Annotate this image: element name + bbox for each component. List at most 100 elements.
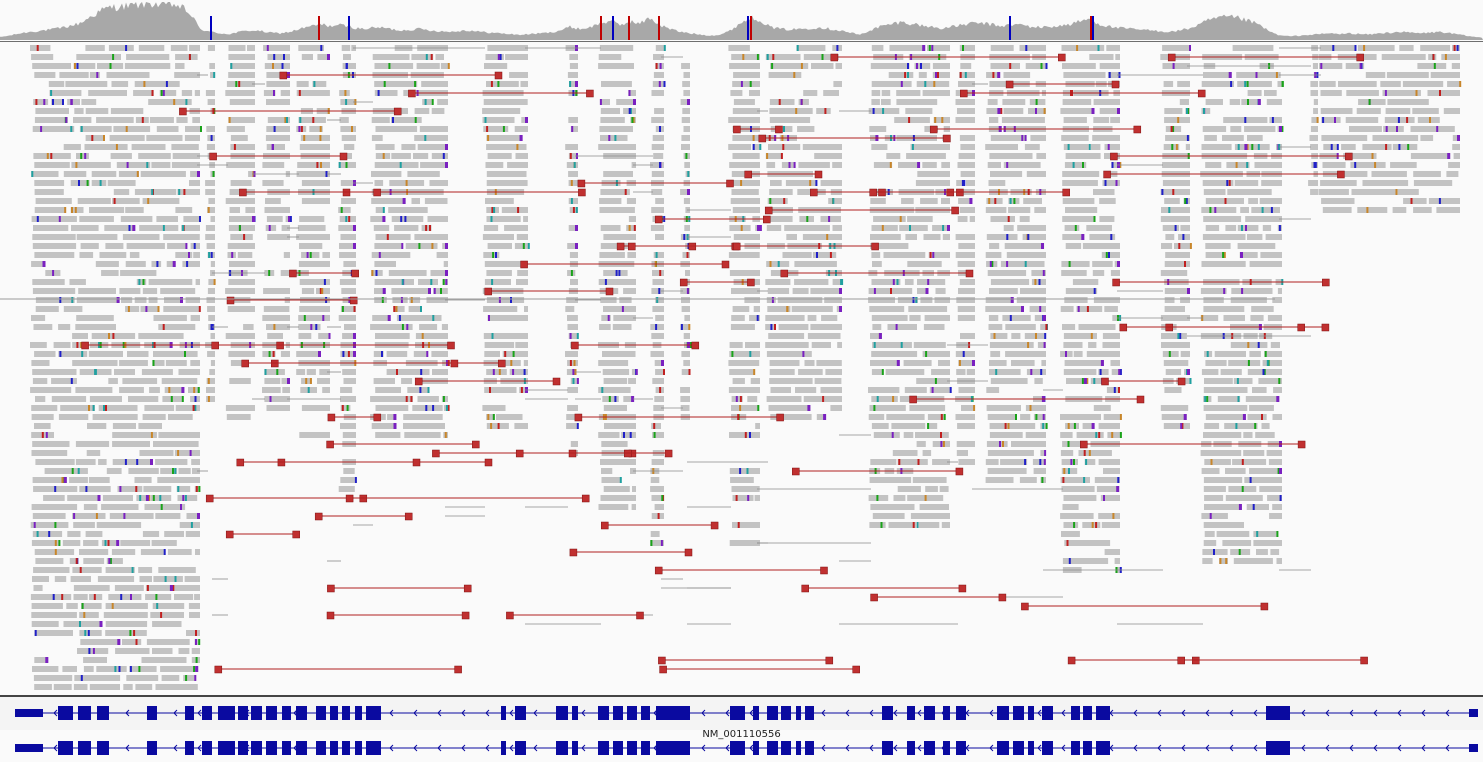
- aligned-read: [194, 639, 200, 645]
- aligned-read: [207, 207, 215, 213]
- mismatch-base: [1244, 81, 1247, 87]
- insertion-marker: [917, 162, 921, 168]
- alignment-panel[interactable]: [0, 42, 1483, 694]
- aligned-read: [309, 126, 323, 132]
- aligned-read: [650, 162, 664, 168]
- aligned-read: [1201, 468, 1220, 474]
- gene-track[interactable]: [0, 697, 1483, 762]
- aligned-read: [392, 297, 408, 303]
- mismatch-base: [1093, 288, 1096, 294]
- aligned-read: [43, 495, 65, 501]
- exon-block: [78, 741, 91, 755]
- mismatch-base: [572, 378, 575, 384]
- aligned-read: [960, 171, 975, 177]
- aligned-read: [1362, 144, 1392, 150]
- aligned-read: [987, 99, 998, 105]
- mismatch-base: [793, 162, 796, 168]
- aligned-read: [65, 81, 108, 87]
- aligned-read: [1312, 63, 1318, 69]
- aligned-read: [152, 648, 173, 654]
- aligned-read: [165, 225, 179, 231]
- mismatch-base: [655, 63, 658, 69]
- aligned-read: [1399, 45, 1414, 51]
- exon-block: [251, 706, 262, 720]
- mismatch-base: [445, 279, 448, 285]
- aligned-read: [598, 504, 629, 510]
- aligned-read: [344, 324, 356, 330]
- strand-arrow-icon: [917, 709, 922, 717]
- aligned-read: [917, 288, 929, 294]
- mismatch-base: [207, 378, 210, 384]
- mismatch-base: [989, 261, 992, 267]
- aligned-read: [798, 162, 830, 168]
- mismatch-base: [1038, 279, 1041, 285]
- mismatch-base: [892, 279, 895, 285]
- aligned-read: [139, 225, 163, 231]
- panel-divider[interactable]: [0, 695, 1483, 697]
- aligned-read: [186, 513, 200, 519]
- mismatch-base: [739, 396, 742, 402]
- mismatch-base: [1042, 414, 1045, 420]
- aligned-read: [650, 540, 664, 546]
- mismatch-base: [123, 513, 126, 519]
- aligned-read: [125, 261, 146, 267]
- aligned-read: [988, 324, 1003, 330]
- aligned-read: [140, 171, 186, 177]
- aligned-read: [301, 405, 330, 411]
- aligned-read: [1092, 270, 1105, 276]
- aligned-read: [1200, 315, 1219, 321]
- aligned-read: [685, 270, 690, 276]
- aligned-read: [918, 72, 927, 78]
- aligned-read: [1320, 90, 1342, 96]
- mismatch-base: [80, 126, 83, 132]
- aligned-read: [599, 198, 622, 204]
- split-read-segment: [601, 521, 609, 530]
- aligned-read: [684, 225, 690, 231]
- split-read-segment: [909, 395, 917, 404]
- mismatch-base: [961, 180, 964, 186]
- mismatch-base: [891, 432, 894, 438]
- exon-block: [943, 706, 950, 720]
- aligned-read: [35, 459, 75, 465]
- aligned-read: [1062, 180, 1098, 186]
- aligned-read: [69, 279, 86, 285]
- aligned-read: [1064, 225, 1080, 231]
- aligned-read: [1037, 342, 1046, 348]
- aligned-read: [79, 126, 112, 132]
- aligned-read: [88, 477, 110, 483]
- aligned-read: [730, 198, 760, 204]
- aligned-read: [138, 333, 184, 339]
- aligned-read: [153, 441, 199, 447]
- mismatch-base: [491, 333, 494, 339]
- mismatch-base: [189, 450, 192, 456]
- aligned-read: [654, 108, 664, 114]
- aligned-read: [631, 369, 636, 375]
- mismatch-base: [575, 207, 578, 213]
- aligned-read: [263, 288, 290, 294]
- coverage-track[interactable]: [0, 0, 1483, 42]
- aligned-read: [566, 297, 578, 303]
- strand-arrow-icon: [821, 709, 826, 717]
- aligned-read: [105, 621, 148, 627]
- mismatch-base: [735, 495, 738, 501]
- aligned-read: [59, 72, 89, 78]
- aligned-read: [570, 279, 578, 285]
- aligned-read: [1321, 198, 1355, 204]
- aligned-read: [1381, 54, 1426, 60]
- aligned-read: [126, 243, 165, 249]
- aligned-read: [1249, 351, 1261, 357]
- aligned-read: [164, 531, 184, 537]
- strand-arrow-icon: [125, 709, 130, 717]
- aligned-read: [432, 369, 448, 375]
- aligned-read: [1436, 207, 1460, 213]
- aligned-read: [653, 405, 664, 411]
- aligned-read: [1164, 306, 1185, 312]
- mismatch-base: [174, 468, 177, 474]
- mismatch-base: [937, 72, 939, 78]
- aligned-read: [832, 279, 842, 285]
- mismatch-base: [816, 252, 818, 258]
- mismatch-base: [629, 432, 632, 438]
- aligned-read: [795, 387, 817, 393]
- mismatch-base: [103, 135, 105, 141]
- aligned-read: [733, 99, 755, 105]
